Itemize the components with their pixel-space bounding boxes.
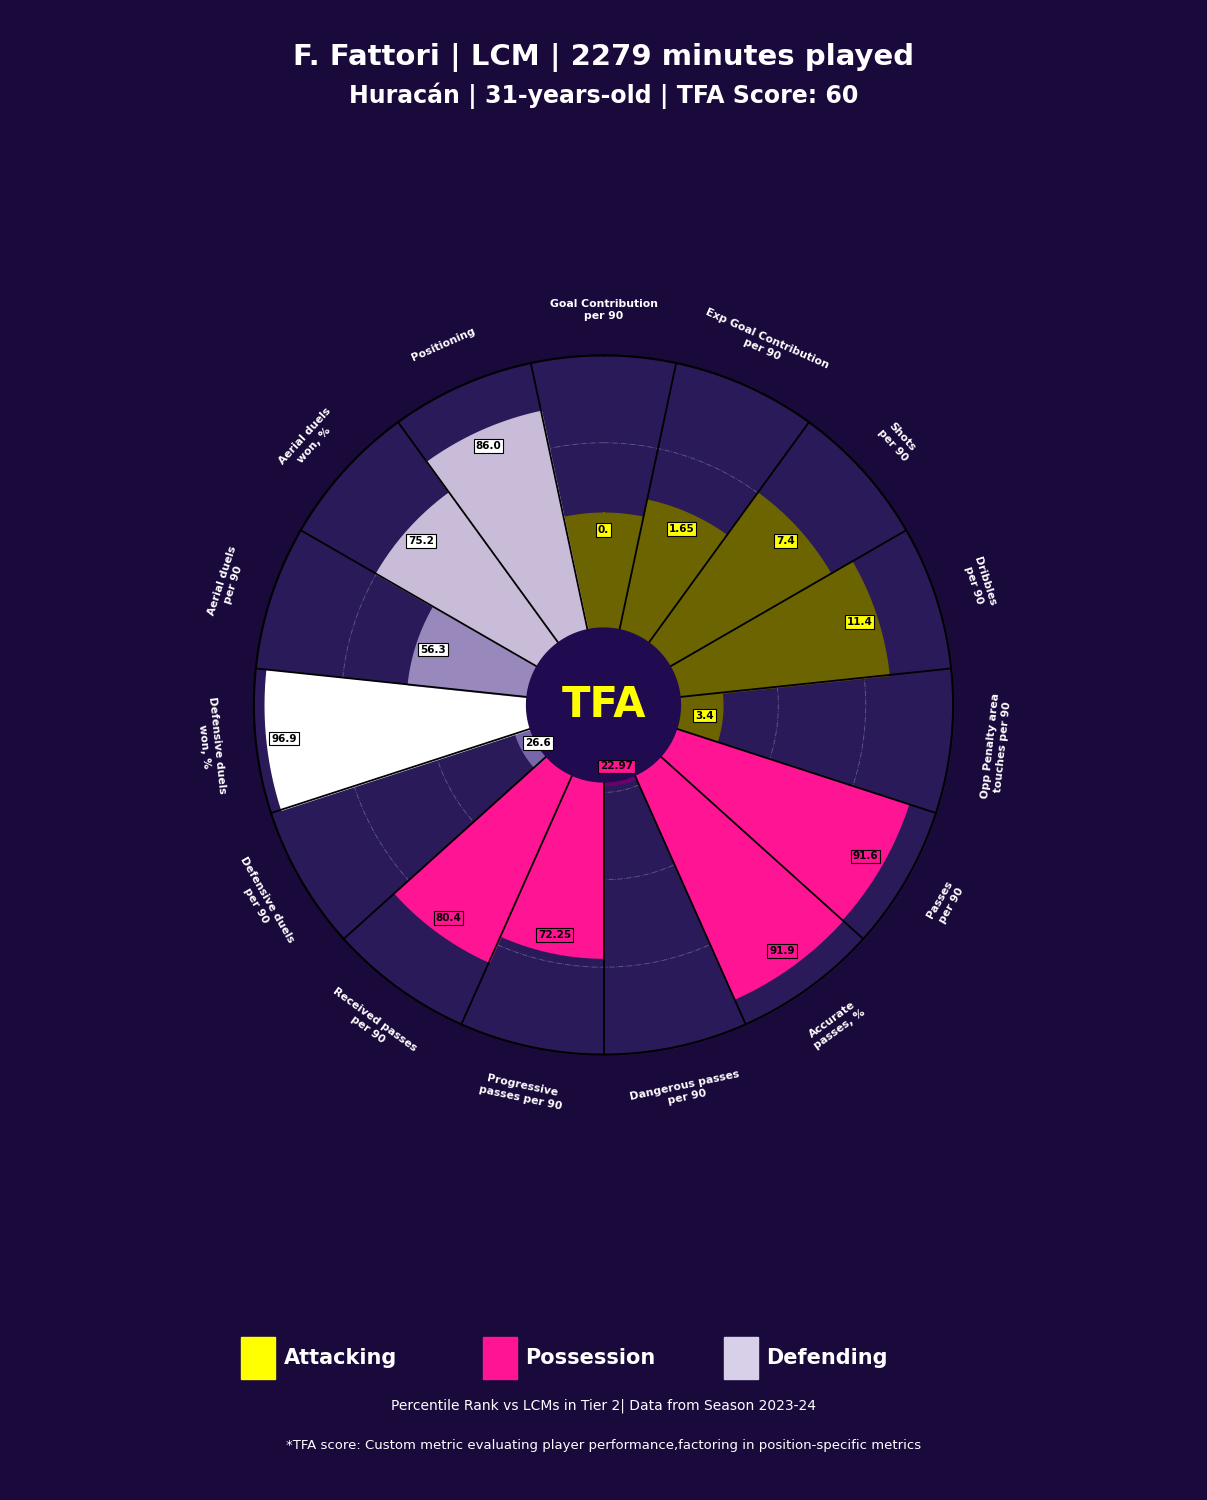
Text: Positioning: Positioning <box>409 326 477 363</box>
Text: Defensive duels
won, %: Defensive duels won, % <box>194 696 227 796</box>
Text: Dangerous passes
per 90: Dangerous passes per 90 <box>629 1070 742 1114</box>
Text: 96.9: 96.9 <box>272 734 297 744</box>
Text: Percentile Rank vs LCMs in Tier 2| Data from Season 2023-24: Percentile Rank vs LCMs in Tier 2| Data … <box>391 1398 816 1413</box>
Text: 11.4: 11.4 <box>846 616 873 627</box>
Text: 26.6: 26.6 <box>525 738 550 748</box>
Text: *TFA score: Custom metric evaluating player performance,factoring in position-sp: *TFA score: Custom metric evaluating pla… <box>286 1440 921 1452</box>
Text: Defending: Defending <box>766 1347 888 1368</box>
Text: 72.25: 72.25 <box>538 930 571 940</box>
Text: Accurate
passes, %: Accurate passes, % <box>805 998 867 1051</box>
Text: Defensive duels
per 90: Defensive duels per 90 <box>227 855 296 951</box>
Text: Progressive
passes per 90: Progressive passes per 90 <box>478 1071 565 1112</box>
Text: Huracán | 31-years-old | TFA Score: 60: Huracán | 31-years-old | TFA Score: 60 <box>349 82 858 110</box>
Text: 1.65: 1.65 <box>669 525 694 534</box>
Text: Attacking: Attacking <box>284 1347 397 1368</box>
Text: Exp Goal Contribution
per 90: Exp Goal Contribution per 90 <box>699 306 830 381</box>
Text: Possession: Possession <box>525 1347 655 1368</box>
Text: 75.2: 75.2 <box>408 536 435 546</box>
Text: Shots
per 90: Shots per 90 <box>875 419 919 462</box>
Text: 91.6: 91.6 <box>853 852 879 861</box>
Text: Aerial duels
per 90: Aerial duels per 90 <box>206 544 250 621</box>
Text: 3.4: 3.4 <box>695 711 713 720</box>
Text: 80.4: 80.4 <box>436 914 461 924</box>
Text: 86.0: 86.0 <box>476 441 501 452</box>
Text: 56.3: 56.3 <box>420 645 445 654</box>
Text: Aerial duels
won, %: Aerial duels won, % <box>278 406 343 476</box>
Text: 91.9: 91.9 <box>769 946 795 956</box>
Text: Passes
per 90: Passes per 90 <box>926 879 966 926</box>
Text: TFA: TFA <box>561 684 646 726</box>
Text: 7.4: 7.4 <box>776 536 794 546</box>
Text: 0.: 0. <box>597 525 610 536</box>
Text: Goal Contribution
per 90: Goal Contribution per 90 <box>549 298 658 321</box>
Text: Opp Penalty area
touches per 90: Opp Penalty area touches per 90 <box>980 693 1013 800</box>
Text: Dribbles
per 90: Dribbles per 90 <box>961 555 998 610</box>
Text: F. Fattori | LCM | 2279 minutes played: F. Fattori | LCM | 2279 minutes played <box>293 42 914 72</box>
Text: 22.97: 22.97 <box>600 762 632 771</box>
Polygon shape <box>526 628 681 782</box>
Text: Received passes
per 90: Received passes per 90 <box>323 986 419 1064</box>
